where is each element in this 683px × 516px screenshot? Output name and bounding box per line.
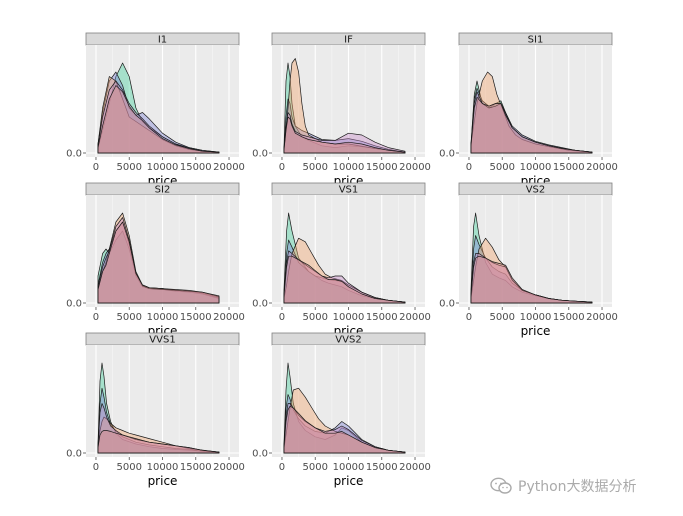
- x-tick-label: 10000: [333, 312, 365, 323]
- y-tick-label: 0.0: [252, 449, 268, 460]
- y-tick-label: 0.0: [252, 299, 268, 310]
- x-tick-label: 10000: [333, 462, 365, 473]
- density-area: [283, 255, 406, 304]
- density-area: [470, 71, 593, 154]
- x-tick-label: 0: [279, 312, 285, 323]
- facet-strip-label: SI2: [155, 185, 171, 196]
- x-tick-label: 20000: [586, 312, 618, 323]
- density-area: [97, 71, 220, 154]
- x-tick-label: 10000: [147, 162, 179, 173]
- density-area: [470, 96, 593, 154]
- x-tick-label: 5000: [490, 312, 515, 323]
- x-tick-label: 0: [93, 312, 99, 323]
- density-area: [283, 58, 406, 154]
- y-tick-label: 0.0: [66, 449, 82, 460]
- density-area: [97, 387, 220, 454]
- facet-strip-label: VVS2: [335, 335, 361, 346]
- density-area: [470, 255, 593, 304]
- x-tick-label: 5000: [117, 312, 142, 323]
- x-tick-label: 0: [466, 162, 472, 173]
- x-tick-label: 15000: [366, 312, 398, 323]
- x-axis-label: price: [521, 324, 551, 338]
- facet-vs2: VS2 0.0 0 5000 10000 15000 20000 price: [439, 182, 618, 338]
- x-tick-label: 15000: [180, 162, 212, 173]
- y-tick-label: 0.0: [66, 299, 82, 310]
- x-tick-label: 20000: [213, 162, 245, 173]
- x-tick-label: 5000: [490, 162, 515, 173]
- density-area: [97, 430, 220, 454]
- x-tick-label: 15000: [366, 162, 398, 173]
- x-tick-label: 10000: [520, 162, 552, 173]
- facet-strip-label: IF: [344, 35, 353, 46]
- x-tick-label: 0: [93, 462, 99, 473]
- y-tick-label: 0.0: [252, 149, 268, 160]
- x-tick-label: 20000: [399, 312, 431, 323]
- density-area: [283, 116, 406, 154]
- x-tick-label: 10000: [333, 162, 365, 173]
- x-tick-label: 20000: [213, 462, 245, 473]
- facet-vvs2: VVS2 0.0 0 5000 10000 15000 20000 price: [252, 332, 431, 488]
- x-axis-label: price: [334, 474, 364, 488]
- x-tick-label: 5000: [303, 312, 328, 323]
- watermark: Python大数据分析: [490, 474, 637, 498]
- x-tick-label: 0: [93, 162, 99, 173]
- x-tick-label: 15000: [180, 312, 212, 323]
- y-tick-label: 0.0: [439, 149, 455, 160]
- density-area: [283, 405, 406, 454]
- y-tick-label: 0.0: [66, 149, 82, 160]
- x-tick-label: 20000: [586, 162, 618, 173]
- x-tick-label: 15000: [553, 162, 585, 173]
- x-tick-label: 5000: [303, 162, 328, 173]
- density-area: [283, 98, 406, 154]
- density-area: [97, 85, 220, 154]
- watermark-text: Python大数据分析: [518, 479, 637, 495]
- facet-strip-label: VS2: [526, 185, 546, 196]
- x-tick-label: 20000: [399, 462, 431, 473]
- x-tick-label: 15000: [366, 462, 398, 473]
- wechat-icon: [490, 477, 512, 494]
- density-area: [97, 221, 220, 304]
- density-area: [97, 416, 220, 454]
- x-tick-label: 0: [279, 162, 285, 173]
- facet-strip-label: I1: [158, 35, 167, 46]
- x-tick-label: 15000: [180, 462, 212, 473]
- x-tick-label: 0: [279, 462, 285, 473]
- x-tick-label: 5000: [117, 162, 142, 173]
- x-tick-label: 5000: [303, 462, 328, 473]
- x-tick-label: 20000: [399, 162, 431, 173]
- x-tick-label: 0: [466, 312, 472, 323]
- density-area: [283, 112, 406, 154]
- x-tick-label: 10000: [520, 312, 552, 323]
- facet-vvs1: VVS1 0.0 0 5000 10000 15000 20000 price: [66, 332, 245, 488]
- x-tick-label: 10000: [147, 312, 179, 323]
- x-tick-label: 10000: [147, 462, 179, 473]
- x-tick-label: 15000: [553, 312, 585, 323]
- x-axis-label: price: [148, 474, 178, 488]
- y-tick-label: 0.0: [439, 299, 455, 310]
- facet-strip-label: SI1: [528, 35, 544, 46]
- facet-strip-label: VVS1: [149, 335, 175, 346]
- x-tick-label: 5000: [117, 462, 142, 473]
- x-tick-label: 20000: [213, 312, 245, 323]
- facet-strip-label: VS1: [339, 185, 359, 196]
- density-area: [97, 230, 220, 304]
